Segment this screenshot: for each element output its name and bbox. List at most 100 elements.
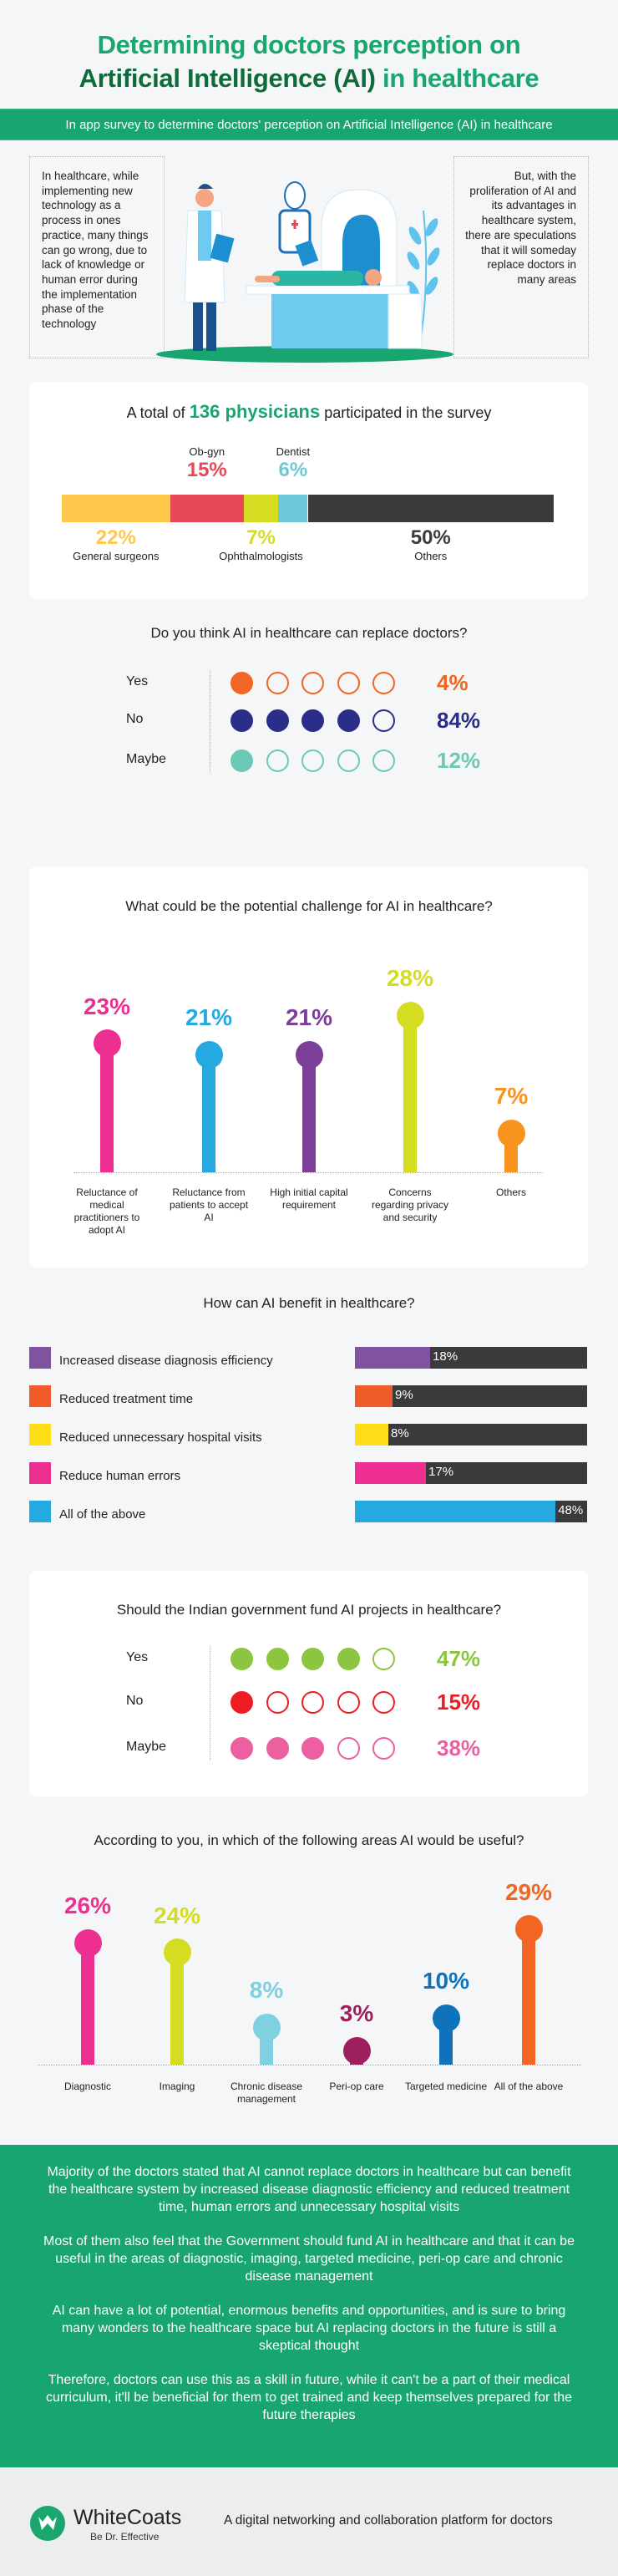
- lollipop-head: [195, 1040, 223, 1069]
- benefit-bar-fill: [355, 1347, 431, 1369]
- benefit-bar: 17%: [355, 1462, 587, 1484]
- empty-dot: [301, 749, 324, 772]
- segment-name: General surgeons: [73, 550, 160, 562]
- empty-dot: [372, 1737, 395, 1760]
- lollipop-pct: 26%: [63, 1893, 112, 1919]
- benefit-bar: 18%: [355, 1347, 587, 1369]
- lollipop-pct: 10%: [422, 1968, 470, 1994]
- conclusion-section: Majority of the doctors stated that AI c…: [0, 2145, 618, 2467]
- mri-scanner-icon: [246, 189, 423, 349]
- filled-dot: [230, 1648, 253, 1670]
- empty-dot: [372, 709, 395, 732]
- participants-headline: A total of 136 physicians participated i…: [126, 401, 492, 422]
- benefit-label: Reduce human errors: [59, 1469, 181, 1483]
- segment-name: Others: [414, 550, 448, 562]
- conclusion-paragraph: Majority of the doctors stated that AI c…: [47, 2165, 571, 2214]
- category-label: Targeted medicine: [404, 2081, 488, 2092]
- lollipop-head: [432, 2004, 460, 2032]
- empty-dot: [266, 672, 289, 694]
- doctor-robot-mri-illustration: [156, 181, 453, 363]
- doctor-icon: [184, 184, 235, 351]
- benefit-pct: 17%: [428, 1465, 454, 1479]
- segment-name: Ophthalmologists: [219, 550, 303, 562]
- robot-icon: [278, 181, 319, 267]
- participants-stacked-bar: [62, 495, 554, 522]
- title-line-2-dark: Artificial Intelligence (AI): [79, 64, 376, 93]
- empty-dot: [301, 1691, 324, 1714]
- lollipop-head: [396, 1001, 424, 1029]
- filled-dot: [266, 1648, 289, 1670]
- row-label: Maybe: [126, 752, 167, 766]
- legend-swatch: [29, 1462, 51, 1484]
- lollipop-head: [252, 2013, 281, 2041]
- lollipop-head: [163, 1938, 191, 1967]
- challenge-question: What could be the potential challenge fo…: [125, 898, 493, 914]
- lollipop-pct: 21%: [285, 1004, 333, 1031]
- filled-dot: [337, 709, 360, 732]
- conclusion-paragraph: AI can have a lot of potential, enormous…: [52, 2304, 566, 2353]
- segment-label: 50% Others: [372, 526, 489, 563]
- whitecoats-logo-icon: [30, 2506, 65, 2541]
- lollipop-head: [342, 2036, 371, 2065]
- benefit-bar: 8%: [355, 1424, 587, 1446]
- benefit-pct: 9%: [395, 1388, 413, 1402]
- filled-dot: [230, 749, 253, 772]
- row-pct: 84%: [437, 708, 481, 733]
- benefit-pct: 18%: [433, 1349, 458, 1364]
- row-label: Maybe: [126, 1740, 167, 1754]
- segment-label: Ob-gyn 15%: [149, 445, 266, 482]
- title-line-2-green: in healthcare: [375, 64, 539, 93]
- title-line-1: Determining doctors perception on: [97, 30, 521, 59]
- row-label: Yes: [126, 674, 149, 688]
- row-pct: 12%: [437, 748, 481, 773]
- lollipop-pct: 3%: [339, 2000, 374, 2027]
- lollipop-head: [73, 1928, 102, 1957]
- intro-right-text: But, with the proliferation of AI and it…: [453, 156, 589, 358]
- benefit-bar: 48%: [355, 1501, 587, 1522]
- bar-segment: [243, 495, 279, 522]
- category-label: Reluctance of medical practitioners to a…: [73, 1186, 140, 1236]
- benefit-label: Increased disease diagnosis efficiency: [59, 1354, 273, 1368]
- empty-dot: [337, 1691, 360, 1714]
- lollipop-pct: 8%: [249, 1977, 284, 2004]
- empty-dot: [266, 1691, 289, 1714]
- brand-name: WhiteCoats: [73, 2506, 182, 2529]
- fund-question: Should the Indian government fund AI pro…: [116, 1602, 502, 1618]
- legend-swatch: [29, 1385, 51, 1407]
- benefit-bar: 9%: [355, 1385, 587, 1407]
- segment-name: Dentist: [276, 445, 311, 458]
- footer: WhiteCoats Be Dr. Effective A digital ne…: [0, 2467, 618, 2576]
- category-label: Diagnostic: [63, 2081, 112, 2092]
- benefit-bar-fill: [355, 1424, 389, 1446]
- lollipop-pct: 23%: [83, 993, 131, 1019]
- segment-pct: 6%: [278, 459, 308, 481]
- empty-dot: [266, 749, 289, 772]
- row-pct: 38%: [437, 1735, 481, 1761]
- filled-dot: [230, 709, 253, 732]
- filled-dot: [301, 1648, 324, 1670]
- segment-pct: 15%: [186, 459, 227, 481]
- lollipop-pct: 29%: [504, 1878, 553, 1905]
- segment-pct: 7%: [246, 526, 276, 549]
- brand-tagline: Be Dr. Effective: [90, 2531, 160, 2543]
- lollipop-stem: [302, 1054, 316, 1172]
- lollipop-head: [514, 1915, 543, 1943]
- empty-dot: [372, 672, 395, 694]
- category-label: All of the above: [494, 2081, 564, 2092]
- benefit-bar-fill: [355, 1501, 556, 1522]
- empty-dot: [337, 749, 360, 772]
- segment-pct: 50%: [410, 526, 451, 549]
- empty-dot: [372, 749, 395, 772]
- bar-segment: [278, 495, 308, 522]
- category-label: Concerns regarding privacy and security: [371, 1186, 449, 1223]
- legend-swatch: [29, 1501, 51, 1522]
- row-pct: 15%: [437, 1689, 481, 1715]
- category-label: Chronic disease management: [230, 2081, 303, 2105]
- empty-dot: [372, 1648, 395, 1670]
- row-pct: 47%: [437, 1646, 481, 1671]
- row-pct: 4%: [437, 670, 469, 695]
- lollipop-stem: [403, 1015, 417, 1172]
- empty-dot: [372, 1691, 395, 1714]
- category-label: Reluctance from patients to accept AI: [169, 1186, 249, 1223]
